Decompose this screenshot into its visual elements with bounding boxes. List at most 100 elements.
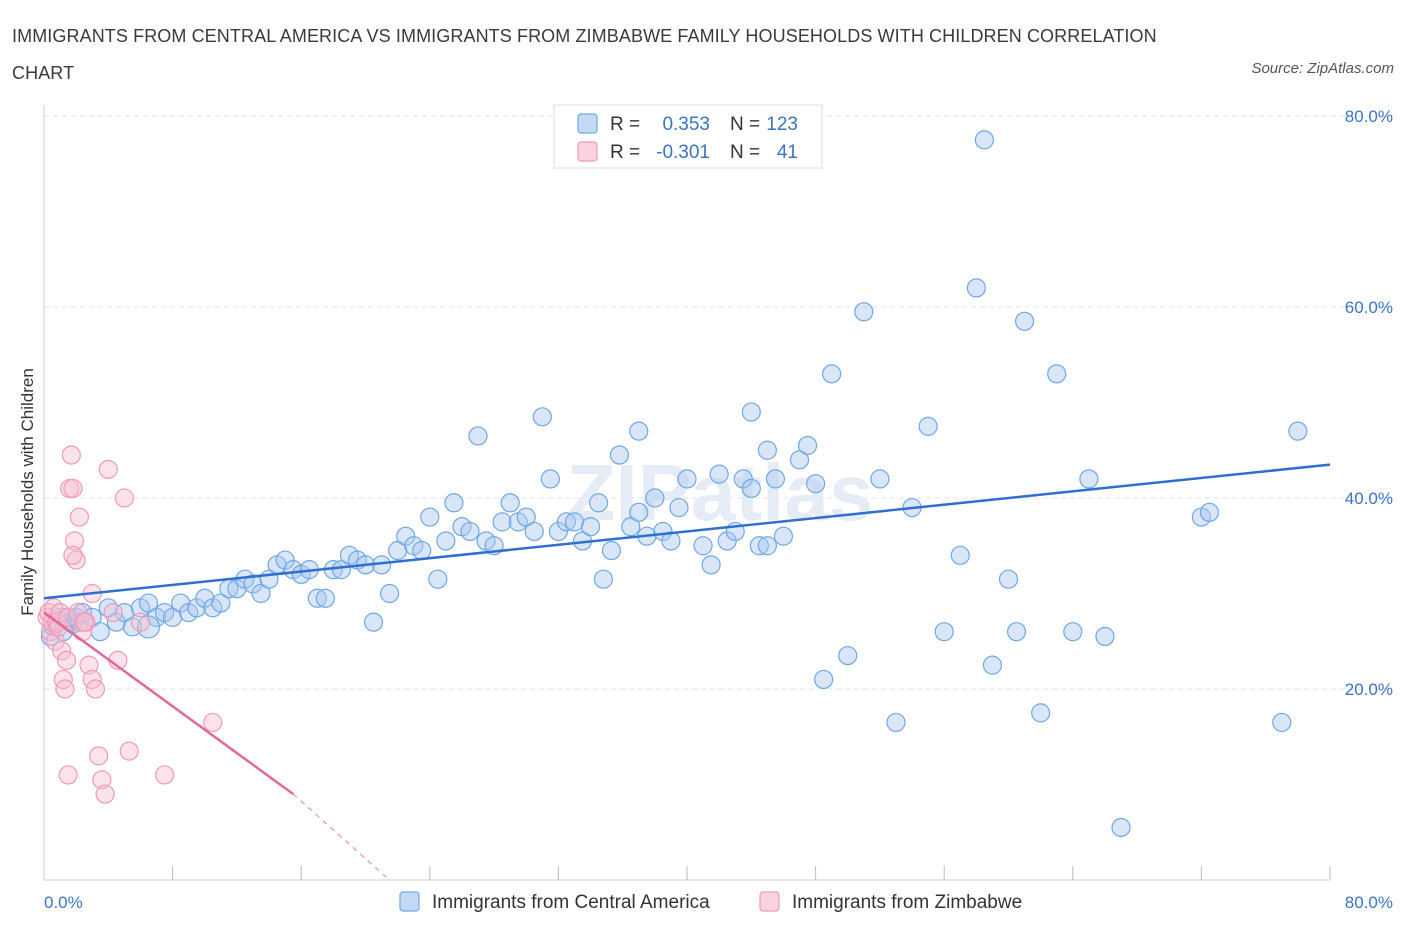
point-central-america-65[interactable] xyxy=(516,507,536,527)
point-central-america-102[interactable] xyxy=(854,302,874,322)
point-central-america-113[interactable] xyxy=(1031,703,1051,723)
point-central-america-122[interactable] xyxy=(1272,712,1292,733)
point-central-america-117[interactable] xyxy=(1095,626,1115,647)
point-central-america-18[interactable] xyxy=(138,593,159,613)
point-central-america-62[interactable] xyxy=(492,512,512,532)
point-central-america-75[interactable] xyxy=(593,569,614,589)
point-zimbabwe-29[interactable] xyxy=(98,459,118,479)
point-central-america-123[interactable] xyxy=(1288,421,1308,441)
point-central-america-42[interactable] xyxy=(331,560,351,580)
point-zimbabwe-32[interactable] xyxy=(114,488,134,508)
point-central-america-99[interactable] xyxy=(805,474,826,494)
point-central-america-95[interactable] xyxy=(765,469,786,489)
point-central-america-97[interactable] xyxy=(789,450,810,470)
point-zimbabwe-11[interactable] xyxy=(55,679,75,699)
y-tick-label-20: 20.0% xyxy=(1345,680,1393,699)
point-zimbabwe-35[interactable] xyxy=(154,765,175,785)
point-central-america-127[interactable] xyxy=(1006,622,1027,642)
point-zimbabwe-34[interactable] xyxy=(130,612,151,632)
point-zimbabwe-27[interactable] xyxy=(92,770,112,790)
point-zimbabwe-16[interactable] xyxy=(63,478,83,499)
point-central-america-104[interactable] xyxy=(886,712,906,733)
point-zimbabwe-20[interactable] xyxy=(69,507,89,527)
bottom-legend-label-pink[interactable]: Immigrants from Zimbabwe xyxy=(792,892,1022,913)
point-central-america-74[interactable] xyxy=(588,493,609,513)
point-central-america-78[interactable] xyxy=(621,517,641,537)
point-central-america-39[interactable] xyxy=(307,588,327,608)
point-central-america-76[interactable] xyxy=(601,540,622,561)
point-zimbabwe-36[interactable] xyxy=(203,712,223,733)
point-central-america-124[interactable] xyxy=(814,669,834,690)
point-central-america-56[interactable] xyxy=(444,493,464,513)
point-central-america-111[interactable] xyxy=(998,569,1019,589)
point-central-america-53[interactable] xyxy=(420,507,440,527)
point-central-america-100[interactable] xyxy=(822,364,842,384)
point-zimbabwe-10[interactable] xyxy=(53,669,73,690)
point-central-america-55[interactable] xyxy=(436,531,456,551)
point-central-america-81[interactable] xyxy=(645,488,665,508)
point-central-america-93[interactable] xyxy=(749,536,769,556)
point-central-america-92[interactable] xyxy=(741,478,761,499)
bottom-legend-label-blue[interactable]: Immigrants from Central America xyxy=(432,892,710,913)
point-zimbabwe-38[interactable] xyxy=(63,545,83,565)
point-central-america-126[interactable] xyxy=(629,421,649,441)
point-central-america-63[interactable] xyxy=(500,493,520,513)
point-zimbabwe-9[interactable] xyxy=(52,641,72,661)
point-central-america-94[interactable] xyxy=(757,440,777,460)
point-central-america-125[interactable] xyxy=(757,536,777,556)
point-central-america-85[interactable] xyxy=(677,469,697,489)
point-central-america-27[interactable] xyxy=(211,593,231,613)
point-central-america-32[interactable] xyxy=(251,583,271,604)
point-central-america-46[interactable] xyxy=(363,612,384,632)
bottom-legend-swatch-pink[interactable] xyxy=(759,891,780,912)
point-central-america-121[interactable] xyxy=(1199,502,1220,522)
point-central-america-79[interactable] xyxy=(629,502,649,522)
point-zimbabwe-17[interactable] xyxy=(64,531,85,551)
point-central-america-101[interactable] xyxy=(838,645,858,666)
point-zimbabwe-30[interactable] xyxy=(103,602,123,623)
point-central-america-108[interactable] xyxy=(950,545,970,565)
point-central-america-119[interactable] xyxy=(974,130,994,150)
point-zimbabwe-23[interactable] xyxy=(79,655,99,675)
point-central-america-52[interactable] xyxy=(412,540,432,561)
point-zimbabwe-39[interactable] xyxy=(74,612,94,632)
point-central-america-114[interactable] xyxy=(1047,364,1067,384)
point-central-america-77[interactable] xyxy=(609,445,630,465)
point-central-america-40[interactable] xyxy=(315,588,335,608)
point-zimbabwe-37[interactable] xyxy=(58,765,78,785)
point-central-america-118[interactable] xyxy=(1111,817,1131,838)
bottom-legend-swatch-blue[interactable] xyxy=(399,891,420,912)
point-zimbabwe-26[interactable] xyxy=(89,746,109,766)
point-central-america-48[interactable] xyxy=(380,583,400,604)
point-central-america-87[interactable] xyxy=(701,555,721,575)
point-zimbabwe-25[interactable] xyxy=(85,679,106,699)
point-central-america-96[interactable] xyxy=(773,526,794,546)
point-zimbabwe-12[interactable] xyxy=(56,650,77,670)
point-central-america-128[interactable] xyxy=(741,402,761,422)
point-central-america-107[interactable] xyxy=(934,622,954,642)
point-central-america-86[interactable] xyxy=(693,536,713,556)
point-central-america-67[interactable] xyxy=(532,407,552,427)
point-central-america-112[interactable] xyxy=(1014,311,1035,331)
point-central-america-58[interactable] xyxy=(460,521,480,542)
point-central-america-98[interactable] xyxy=(797,435,818,456)
point-central-america-84[interactable] xyxy=(669,497,689,518)
point-central-america-73[interactable] xyxy=(580,517,601,537)
point-central-america-106[interactable] xyxy=(918,416,938,436)
point-zimbabwe-28[interactable] xyxy=(95,784,115,804)
point-central-america-66[interactable] xyxy=(524,521,544,542)
point-central-america-109[interactable] xyxy=(966,278,986,298)
point-central-america-70[interactable] xyxy=(556,512,577,532)
point-central-america-71[interactable] xyxy=(564,512,585,532)
point-zimbabwe-15[interactable] xyxy=(61,445,81,465)
point-central-america-68[interactable] xyxy=(540,469,560,489)
point-central-america-88[interactable] xyxy=(709,464,729,484)
point-zimbabwe-33[interactable] xyxy=(119,741,139,761)
point-zimbabwe-5[interactable] xyxy=(45,631,65,651)
point-central-america-103[interactable] xyxy=(870,469,890,489)
point-central-america-54[interactable] xyxy=(428,569,448,589)
point-central-america-115[interactable] xyxy=(1063,622,1083,642)
point-central-america-59[interactable] xyxy=(468,426,488,446)
point-central-america-110[interactable] xyxy=(982,655,1003,675)
point-central-america-116[interactable] xyxy=(1079,469,1099,489)
